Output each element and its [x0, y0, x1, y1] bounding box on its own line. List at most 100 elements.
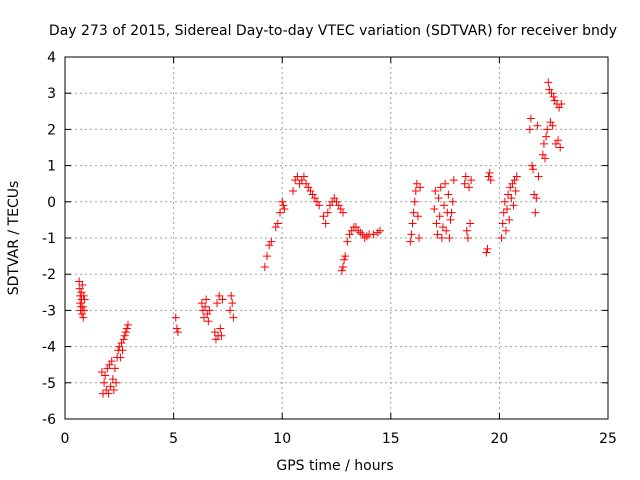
- data-point: [529, 165, 538, 174]
- data-point: [103, 364, 112, 373]
- data-point: [216, 324, 225, 333]
- data-point: [123, 320, 132, 329]
- data-point: [228, 299, 237, 308]
- data-point: [267, 237, 276, 246]
- x-tick-label: 0: [61, 431, 70, 447]
- data-point: [411, 186, 420, 195]
- data-point: [310, 194, 319, 203]
- data-point: [211, 335, 220, 344]
- data-point: [173, 328, 182, 337]
- data-point: [435, 212, 444, 221]
- data-point: [197, 299, 206, 308]
- data-point: [204, 317, 213, 326]
- data-point: [330, 194, 339, 203]
- y-tick-label: 3: [47, 86, 56, 102]
- data-point: [542, 132, 551, 141]
- data-point: [497, 234, 506, 242]
- data-points: [75, 78, 566, 398]
- data-point: [107, 357, 116, 366]
- data-point: [485, 168, 494, 177]
- data-point: [312, 197, 321, 206]
- data-point: [507, 194, 516, 203]
- data-point: [442, 226, 451, 235]
- data-point: [302, 179, 311, 188]
- data-point: [533, 121, 542, 130]
- y-tick-label: 0: [47, 195, 56, 211]
- data-point: [80, 295, 89, 304]
- data-point: [498, 219, 507, 228]
- y-tick-label: -6: [42, 412, 56, 428]
- y-tick-label: 2: [47, 122, 56, 138]
- x-tick-label: 20: [490, 431, 508, 447]
- data-point: [541, 154, 550, 163]
- data-point: [503, 205, 512, 214]
- data-point: [501, 226, 510, 235]
- data-point: [500, 197, 509, 206]
- data-point: [556, 143, 565, 152]
- data-point: [360, 234, 369, 242]
- data-point: [438, 223, 447, 232]
- data-point: [512, 172, 521, 181]
- y-axis-label: SDTVAR / TECUs: [6, 181, 22, 296]
- data-point: [105, 360, 114, 369]
- data-point: [201, 302, 210, 311]
- data-point: [431, 186, 440, 195]
- data-point: [526, 114, 535, 123]
- axis-tick-labels: 0 5 10 15 20 25 -6 -5 -4 -3 -2 -1 0 1 2 3 4: [42, 50, 617, 447]
- data-point: [325, 201, 334, 210]
- data-point: [436, 183, 445, 192]
- data-point: [321, 219, 330, 228]
- data-point: [210, 328, 219, 337]
- data-point: [334, 201, 343, 210]
- data-point: [555, 103, 564, 112]
- data-point: [448, 197, 457, 206]
- data-point: [410, 197, 419, 206]
- y-tick-label: -4: [42, 340, 56, 356]
- data-point: [444, 190, 453, 199]
- y-tick-label: -1: [42, 231, 56, 247]
- data-point: [265, 241, 274, 250]
- data-point: [509, 201, 518, 210]
- data-point: [299, 172, 308, 181]
- data-point: [539, 139, 548, 148]
- data-point: [460, 179, 469, 188]
- data-point: [306, 186, 315, 195]
- data-point: [408, 219, 417, 228]
- data-point: [463, 234, 472, 242]
- data-point: [218, 295, 227, 304]
- data-point: [531, 208, 540, 217]
- data-point: [80, 306, 89, 315]
- data-point: [78, 281, 87, 290]
- x-axis-label: GPS time / hours: [276, 458, 393, 474]
- data-point: [532, 194, 541, 203]
- data-point: [229, 313, 238, 322]
- data-point: [260, 262, 269, 271]
- data-point: [416, 183, 425, 192]
- y-tick-label: 1: [47, 159, 56, 175]
- data-point: [486, 176, 495, 185]
- data-point: [273, 219, 282, 228]
- data-point: [297, 176, 306, 185]
- grid: [65, 57, 608, 419]
- data-point: [315, 201, 324, 210]
- data-point: [527, 161, 536, 170]
- data-point: [482, 248, 491, 257]
- data-point: [79, 313, 88, 322]
- data-point: [323, 208, 332, 217]
- data-point: [118, 346, 127, 355]
- data-point: [466, 219, 475, 228]
- data-point: [362, 232, 371, 241]
- data-point: [499, 208, 508, 217]
- data-point: [557, 100, 566, 109]
- data-point: [215, 291, 224, 300]
- data-point: [279, 201, 288, 210]
- data-point: [217, 331, 226, 340]
- data-point: [484, 172, 493, 181]
- data-point: [412, 179, 421, 188]
- x-tick-label: 5: [169, 431, 178, 447]
- data-point: [75, 277, 84, 286]
- data-point: [441, 179, 450, 188]
- data-point: [505, 215, 514, 224]
- data-point: [213, 299, 222, 308]
- data-point: [356, 228, 365, 237]
